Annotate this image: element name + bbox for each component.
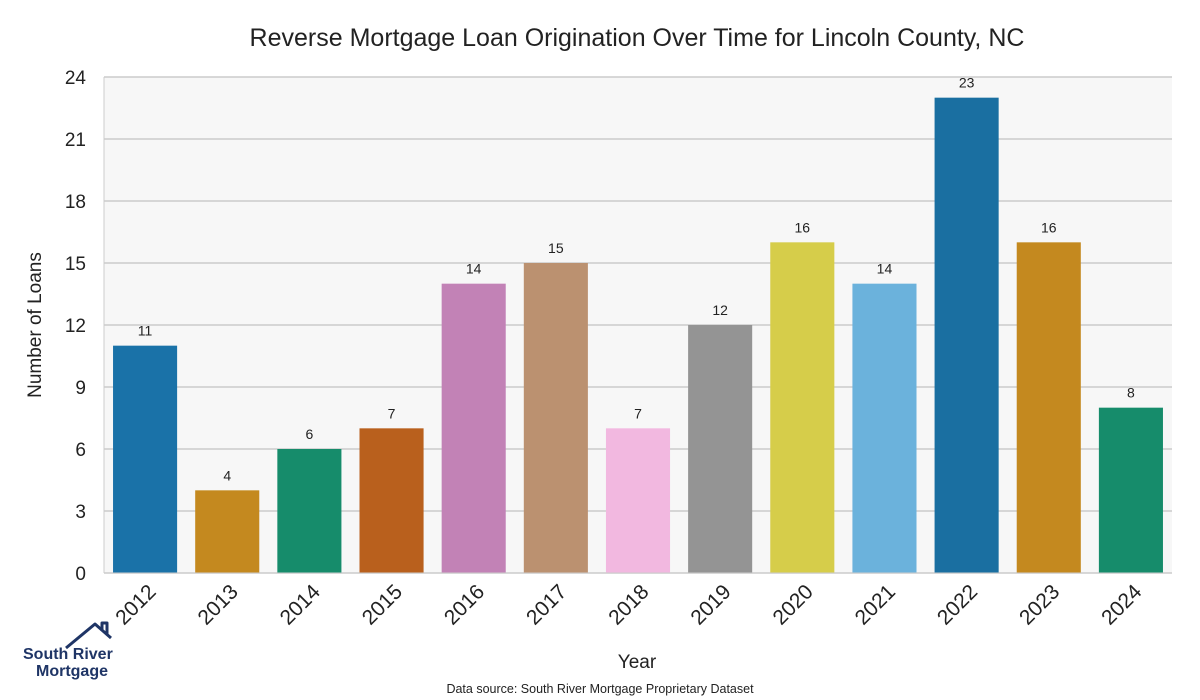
company-logo: South River Mortgage bbox=[23, 621, 113, 680]
bar-2021 bbox=[852, 283, 917, 573]
y-tick-label: 6 bbox=[75, 440, 86, 461]
x-tick-label: 2013 bbox=[193, 580, 242, 629]
bar-value-label: 12 bbox=[712, 302, 728, 318]
bar-2019 bbox=[688, 325, 753, 573]
x-tick-label: 2022 bbox=[933, 580, 982, 629]
x-tick-label: 2015 bbox=[358, 580, 407, 629]
y-tick-label: 0 bbox=[75, 564, 86, 585]
house-roof-icon bbox=[65, 621, 112, 650]
bar-value-label: 23 bbox=[959, 75, 975, 91]
x-tick-label: 2018 bbox=[604, 580, 653, 629]
bar-value-label: 14 bbox=[466, 261, 482, 277]
logo-line-1: South River bbox=[23, 646, 113, 663]
x-tick-label: 2021 bbox=[851, 580, 900, 629]
x-tick-label: 2014 bbox=[276, 580, 326, 630]
bar-value-label: 7 bbox=[388, 405, 396, 421]
bar-2018 bbox=[605, 428, 671, 573]
bar-2023 bbox=[1016, 242, 1081, 574]
bar-2022 bbox=[934, 97, 999, 574]
bars: 11 4 6 7 14 15 7 12 16 14 23 16 8 bbox=[113, 75, 1163, 574]
source-note: Data source: South River Mortgage Propri… bbox=[446, 682, 754, 696]
logo-line-2: Mortgage bbox=[36, 663, 108, 680]
bar-value-label: 14 bbox=[877, 261, 893, 277]
x-ticks: 2012 2013 2014 2015 2016 2017 2018 2019 2020 2021… bbox=[111, 580, 1146, 630]
chart-title: Reverse Mortgage Loan Origination Over T… bbox=[250, 24, 1025, 52]
bar-2012 bbox=[113, 345, 178, 573]
bar-2013 bbox=[195, 490, 260, 573]
bar-value-label: 16 bbox=[795, 219, 811, 235]
bar-value-label: 16 bbox=[1041, 219, 1057, 235]
x-tick-label: 2016 bbox=[440, 580, 489, 629]
x-tick-label: 2024 bbox=[1097, 580, 1147, 630]
x-tick-label: 2023 bbox=[1015, 580, 1064, 629]
bar-2014 bbox=[277, 449, 342, 573]
x-tick-label: 2019 bbox=[686, 580, 735, 629]
bar-2015 bbox=[359, 428, 424, 573]
bar-value-label: 7 bbox=[634, 405, 642, 421]
bar-2016 bbox=[441, 283, 506, 573]
bar-value-label: 11 bbox=[138, 323, 153, 339]
y-tick-label: 12 bbox=[65, 316, 86, 337]
x-tick-label: 2012 bbox=[111, 580, 160, 629]
x-tick-label: 2020 bbox=[769, 580, 818, 629]
y-tick-label: 18 bbox=[65, 192, 86, 213]
y-axis-label: Number of Loans bbox=[25, 252, 46, 398]
bar-2017 bbox=[523, 263, 588, 573]
x-tick-label: 2017 bbox=[522, 580, 571, 629]
y-tick-label: 24 bbox=[65, 68, 87, 89]
bar-value-label: 6 bbox=[305, 426, 313, 442]
bar-2024 bbox=[1098, 407, 1163, 573]
bar-value-label: 15 bbox=[548, 240, 564, 256]
bar-value-label: 4 bbox=[223, 467, 231, 483]
bar-2020 bbox=[770, 242, 835, 574]
y-tick-label: 9 bbox=[75, 378, 86, 399]
y-ticks: 0 3 6 9 12 15 18 21 24 bbox=[65, 68, 87, 585]
y-tick-label: 21 bbox=[65, 130, 86, 151]
y-tick-label: 3 bbox=[75, 502, 86, 523]
y-tick-label: 15 bbox=[65, 254, 86, 275]
bar-value-label: 8 bbox=[1127, 385, 1135, 401]
x-axis-label: Year bbox=[618, 652, 657, 673]
